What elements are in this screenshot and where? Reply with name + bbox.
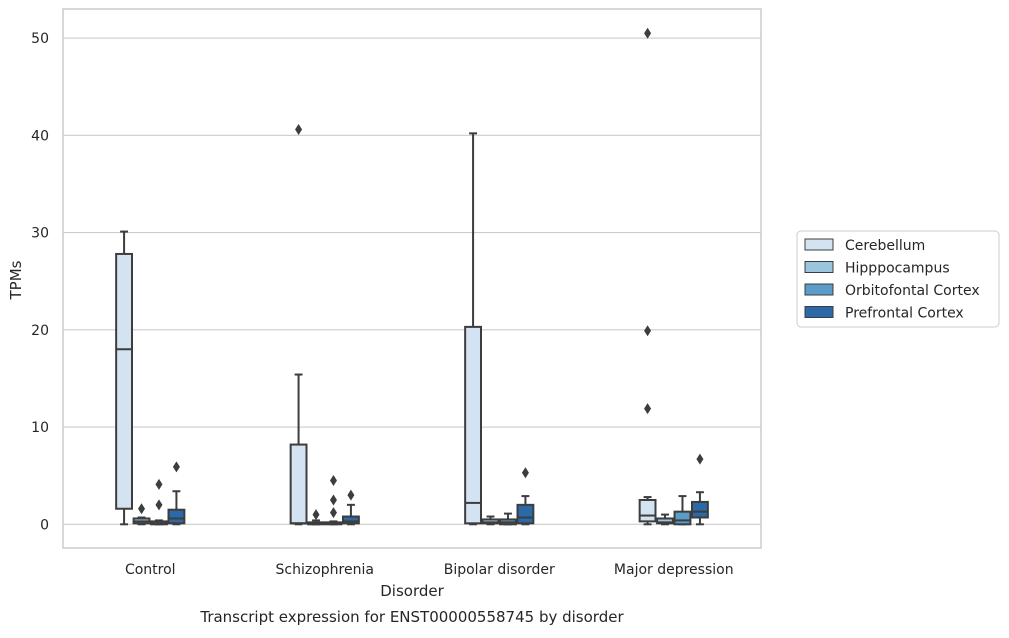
legend-frame — [796, 230, 1000, 328]
box-orbitofontal-cortex — [499, 512, 517, 526]
box-cerebellum — [638, 27, 657, 526]
legend-swatch — [804, 261, 834, 273]
box-iqr — [342, 515, 360, 525]
legend-label: Prefrontal Cortex — [845, 306, 964, 322]
box-hipppocampus — [656, 513, 674, 526]
outlier-point — [295, 123, 303, 135]
box-prefrontal-cortex — [167, 461, 186, 526]
y-axis-label: TPMs — [7, 260, 25, 300]
box-iqr — [673, 510, 692, 526]
x-tick-label: Major depression — [614, 562, 734, 578]
y-tick-label: 20 — [31, 323, 49, 339]
y-tick-label: 40 — [31, 128, 49, 144]
box-hipppocampus — [132, 503, 151, 526]
outlier-point — [644, 27, 652, 39]
box-iqr — [115, 252, 134, 510]
outlier-point — [347, 489, 355, 501]
legend-swatch — [804, 238, 834, 251]
box-prefrontal-cortex — [516, 467, 535, 526]
outlier-point — [155, 499, 163, 511]
x-axis-label: Disorder — [380, 582, 444, 600]
plot-layer — [115, 27, 709, 526]
box-iqr — [289, 443, 308, 525]
box-cerebellum — [289, 123, 308, 526]
box-orbitofontal-cortex — [324, 475, 343, 526]
legend: Cerebellum Hipppocampus Orbitofontal Corte… — [796, 230, 1000, 328]
outlier-point — [644, 403, 652, 415]
outlier-point — [329, 475, 337, 487]
box-iqr — [691, 500, 709, 519]
legend-swatch — [804, 306, 834, 318]
outlier-point — [644, 325, 652, 337]
outlier-point — [329, 507, 337, 519]
box-orbitofontal-cortex — [673, 495, 692, 526]
legend-label: Cerebellum — [845, 238, 925, 254]
legend-label: Orbitofontal Cortex — [845, 283, 980, 299]
legend-label: Hipppocampus — [845, 261, 950, 277]
box-orbitofontal-cortex — [150, 478, 168, 526]
outlier-point — [329, 494, 337, 506]
y-tick-label: 10 — [31, 420, 49, 436]
box-iqr — [516, 503, 535, 525]
legend-swatch — [804, 283, 834, 296]
box-iqr — [464, 325, 482, 525]
box-cerebellum — [115, 230, 134, 526]
box-iqr — [167, 508, 186, 525]
outlier-point — [172, 461, 180, 473]
outlier-point — [521, 467, 529, 479]
box-hipppocampus — [481, 515, 500, 526]
box-prefrontal-cortex — [342, 489, 360, 526]
box-hipppocampus — [307, 509, 325, 526]
grid-layer — [63, 37, 761, 525]
outlier-point — [138, 503, 146, 515]
box-prefrontal-cortex — [691, 453, 709, 526]
box-cerebellum — [464, 132, 482, 526]
x-tick-label: Control — [125, 562, 176, 578]
outlier-point — [312, 509, 320, 521]
outlier-point — [696, 453, 704, 465]
outlier-point — [155, 478, 163, 490]
y-tick-label: 0 — [40, 517, 49, 533]
plot-frame — [62, 8, 762, 549]
y-tick-label: 50 — [31, 31, 49, 47]
chart-caption: Transcript expression for ENST0000055874… — [199, 608, 624, 626]
box-iqr — [638, 498, 657, 523]
axis-layer: 0 10 20 30 40 50 Control Schizophrenia Bipolar d… — [31, 8, 762, 578]
x-tick-label: Bipolar disorder — [444, 562, 555, 578]
y-tick-label: 30 — [31, 226, 49, 242]
x-tick-label: Schizophrenia — [276, 562, 374, 578]
